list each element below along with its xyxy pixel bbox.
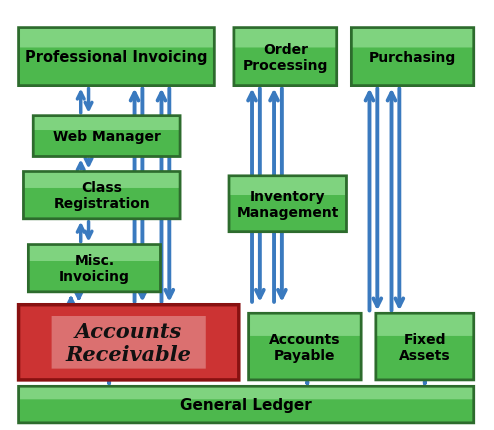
Text: Professional Invoicing: Professional Invoicing: [25, 50, 207, 65]
Text: Inventory
Management: Inventory Management: [237, 189, 339, 219]
FancyBboxPatch shape: [30, 246, 159, 261]
FancyBboxPatch shape: [19, 387, 474, 423]
Text: Order
Processing: Order Processing: [243, 43, 328, 73]
FancyBboxPatch shape: [28, 245, 161, 292]
FancyBboxPatch shape: [231, 178, 345, 196]
Text: Fixed
Assets: Fixed Assets: [399, 332, 451, 362]
Text: Class
Registration: Class Registration: [53, 181, 150, 211]
FancyBboxPatch shape: [33, 117, 180, 157]
FancyBboxPatch shape: [377, 315, 472, 336]
Text: Misc.
Invoicing: Misc. Invoicing: [59, 254, 130, 284]
FancyBboxPatch shape: [234, 28, 337, 86]
FancyBboxPatch shape: [351, 28, 474, 86]
FancyBboxPatch shape: [25, 173, 179, 188]
FancyBboxPatch shape: [20, 30, 213, 48]
FancyBboxPatch shape: [353, 30, 472, 48]
FancyBboxPatch shape: [24, 172, 180, 219]
Text: Accounts
Receivable: Accounts Receivable: [66, 321, 192, 364]
FancyBboxPatch shape: [51, 316, 206, 369]
FancyBboxPatch shape: [35, 118, 179, 131]
FancyBboxPatch shape: [376, 313, 474, 380]
Text: Purchasing: Purchasing: [369, 50, 456, 64]
FancyBboxPatch shape: [250, 315, 360, 336]
Text: Accounts
Payable: Accounts Payable: [269, 332, 341, 362]
Text: Web Manager: Web Manager: [53, 130, 161, 144]
FancyBboxPatch shape: [20, 388, 472, 399]
FancyBboxPatch shape: [19, 305, 239, 380]
Text: General Ledger: General Ledger: [180, 397, 312, 412]
FancyBboxPatch shape: [229, 176, 346, 232]
FancyBboxPatch shape: [248, 313, 361, 380]
FancyBboxPatch shape: [235, 30, 335, 48]
FancyBboxPatch shape: [19, 28, 214, 86]
